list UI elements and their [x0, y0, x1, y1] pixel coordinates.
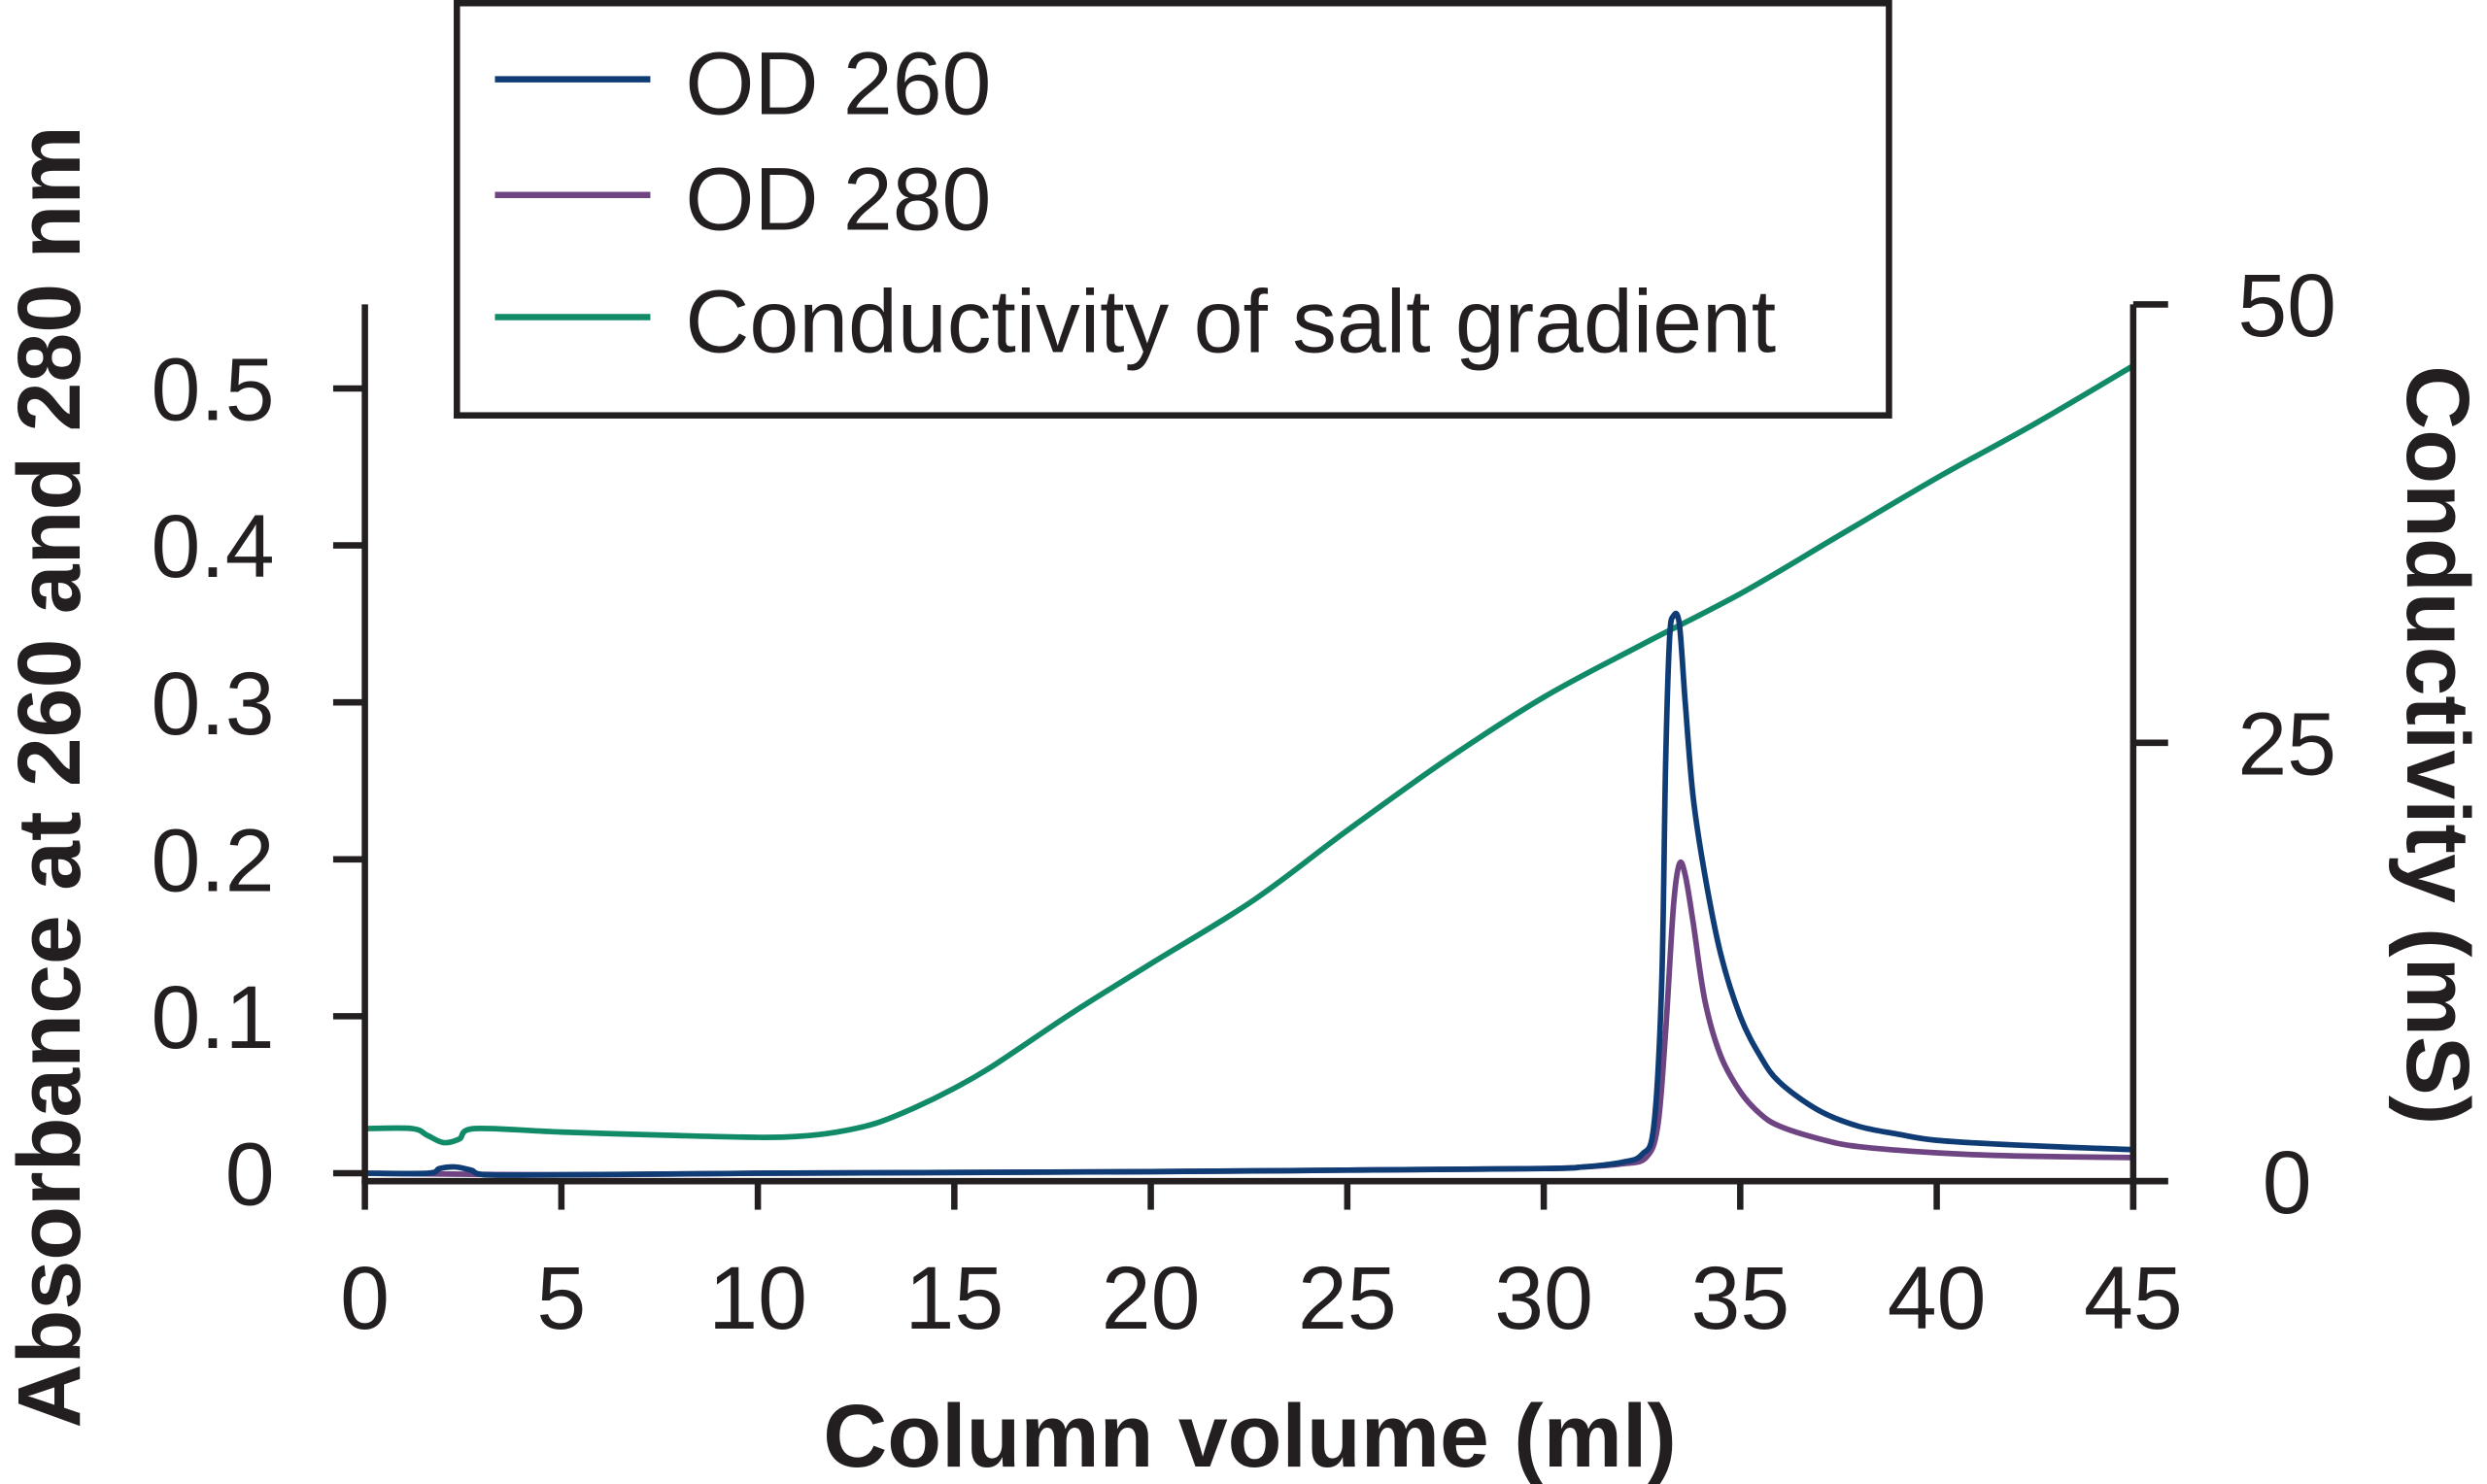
y2-tick-label: 0	[2263, 1133, 2312, 1232]
x-tick-label: 10	[708, 1249, 807, 1348]
x-tick-label: 0	[340, 1249, 390, 1348]
x-tick-label: 5	[536, 1249, 586, 1348]
y-tick-label: 0.4	[151, 497, 274, 596]
x-tick-label: 45	[2084, 1249, 2183, 1348]
y2-axis-title: Conductivity (mS)	[2388, 365, 2487, 1125]
y-tick-label: 0	[225, 1126, 275, 1225]
legend-label-od280: OD 280	[685, 151, 991, 250]
legend-box	[454, 0, 1892, 419]
x-tick-label: 25	[1298, 1249, 1397, 1348]
x-tick-label: 35	[1690, 1249, 1789, 1348]
y-tick-label: 0.5	[151, 341, 274, 440]
y2-tick-label: 25	[2237, 694, 2336, 793]
x-tick-label: 40	[1888, 1249, 1987, 1348]
ticks-layer: 0 5 10 15 20 25 30 35 40 45 0 0.1 0.2 0.3 0.4 0.5 0 25 50	[151, 256, 2336, 1348]
x-axis-title: Column volume (ml)	[823, 1387, 1677, 1484]
y2-tick-label: 50	[2237, 256, 2336, 355]
y-tick-label: 0.3	[151, 655, 274, 754]
x-tick-label: 30	[1494, 1249, 1593, 1348]
x-tick-label: 15	[905, 1249, 1005, 1348]
legend: OD 260 OD 280 Conductivity of salt gradi…	[454, 0, 1892, 419]
series-line-od-260	[364, 610, 2133, 1178]
y-tick-label: 0.1	[151, 968, 274, 1067]
y-axis-title: Absorbance at 260 and 280 nm	[0, 125, 99, 1428]
series-line-conductivity-of-salt-gradient	[364, 363, 2135, 1146]
legend-label-conductivity: Conductivity of salt gradient	[685, 272, 1776, 371]
legend-label-od260: OD 260	[685, 35, 991, 134]
y-tick-label: 0.2	[151, 811, 274, 910]
series-layer	[364, 363, 2135, 1178]
axes-layer	[361, 304, 2168, 1210]
x-tick-label: 20	[1102, 1249, 1201, 1348]
